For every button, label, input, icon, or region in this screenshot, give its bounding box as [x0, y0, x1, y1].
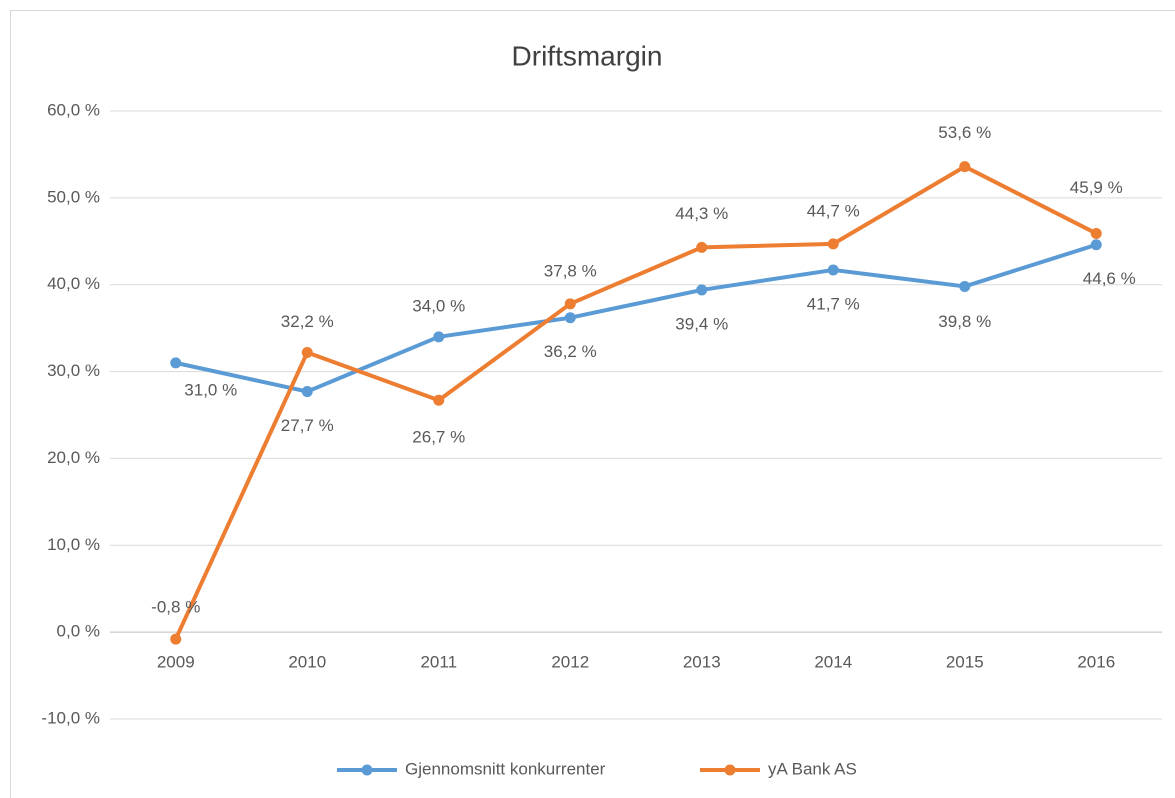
- chart-border: [10, 10, 1175, 798]
- x-tick-label: 2011: [420, 653, 457, 672]
- point: [433, 331, 445, 343]
- x-tick-label: 2013: [683, 653, 721, 672]
- data-label: 41,7 %: [807, 294, 860, 313]
- data-label: 44,3 %: [675, 204, 728, 223]
- x-tick-label: 2009: [157, 653, 195, 672]
- data-label: 26,7 %: [412, 428, 465, 447]
- x-tick-label: 2014: [814, 653, 852, 672]
- data-label: 39,4 %: [675, 314, 728, 333]
- x-tick-label: 2012: [551, 653, 589, 672]
- point: [301, 386, 313, 398]
- point: [170, 357, 182, 369]
- point: [564, 298, 576, 310]
- data-label: 36,2 %: [544, 342, 597, 361]
- point: [433, 394, 445, 406]
- data-label: -0,8 %: [151, 598, 200, 617]
- series-line: [173, 164, 1098, 640]
- point: [696, 284, 708, 296]
- y-tick-label: 40,0 %: [47, 274, 100, 293]
- data-label: 44,6 %: [1083, 269, 1136, 288]
- point: [827, 238, 839, 250]
- data-label: 53,6 %: [938, 123, 991, 142]
- point: [827, 264, 839, 276]
- series-line: [175, 242, 1097, 394]
- data-label: 37,8 %: [544, 261, 597, 280]
- legend-label: yA Bank AS: [768, 759, 857, 778]
- data-label: 32,2 %: [281, 312, 334, 331]
- point: [170, 633, 182, 645]
- y-tick-label: 50,0 %: [47, 187, 100, 206]
- x-tick-label: 2016: [1077, 653, 1115, 672]
- y-tick-label: 10,0 %: [47, 535, 100, 554]
- data-label: 27,7 %: [281, 416, 334, 435]
- point: [1090, 239, 1102, 251]
- point: [696, 241, 708, 253]
- data-label: 31,0 %: [184, 380, 237, 399]
- point: [959, 161, 971, 173]
- legend-marker: [361, 764, 373, 776]
- data-label: 44,7 %: [807, 201, 860, 220]
- data-label: 34,0 %: [412, 296, 465, 315]
- y-tick-label: -10,0 %: [41, 708, 100, 727]
- legend-marker: [724, 764, 736, 776]
- point: [564, 312, 576, 324]
- data-label: 39,8 %: [938, 312, 991, 331]
- y-tick-label: 20,0 %: [47, 448, 100, 467]
- point: [1090, 227, 1102, 239]
- chart-title: Driftsmargin: [512, 40, 663, 71]
- y-tick-label: 30,0 %: [47, 361, 100, 380]
- y-tick-label: 60,0 %: [47, 100, 100, 119]
- x-tick-label: 2010: [288, 653, 326, 672]
- legend-label: Gjennomsnitt konkurrenter: [405, 759, 606, 778]
- data-label: 45,9 %: [1070, 178, 1123, 197]
- y-tick-label: 0,0 %: [57, 622, 100, 641]
- x-tick-label: 2015: [946, 653, 984, 672]
- point: [301, 346, 313, 358]
- point: [959, 280, 971, 292]
